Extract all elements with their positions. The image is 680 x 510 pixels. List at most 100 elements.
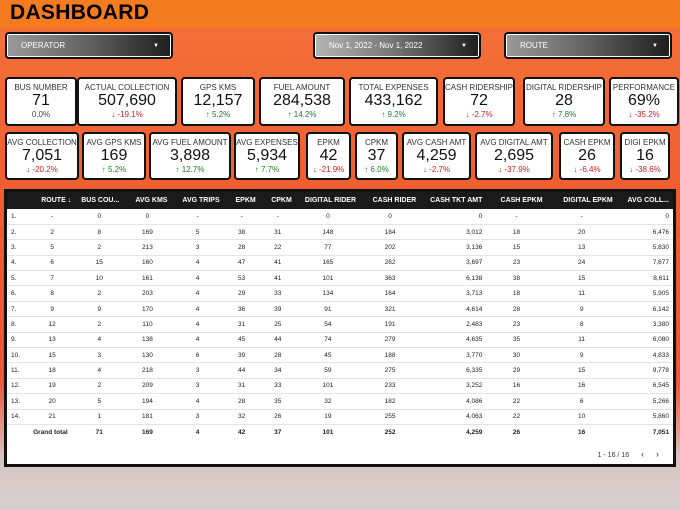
- table-cell: 18: [486, 224, 547, 241]
- table-cell: 5,266: [616, 393, 673, 410]
- operator-filter-label: OPERATOR: [21, 41, 66, 50]
- table-row: 2. 2 8 169 5 38 31 148 184 3,012 18 20 6,476: [7, 224, 673, 241]
- arrow-down-icon: ↓: [498, 165, 505, 174]
- column-header: [7, 192, 30, 209]
- kpi-change-value: -2.7%: [429, 165, 451, 174]
- next-page-icon[interactable]: ›: [656, 449, 659, 459]
- table-cell: 2: [75, 239, 124, 256]
- kpi-change-value: -20.2%: [32, 165, 58, 174]
- table-cell: 110: [123, 316, 172, 333]
- table-cell: 22: [486, 409, 547, 425]
- table-cell: 4: [171, 332, 224, 349]
- table-cell: 11: [546, 285, 617, 302]
- table-row: 11. 18 4 218 3 44 34 59 275 6,335 29 15 9,778: [7, 362, 673, 379]
- table-row: 3. 5 2 213 3 28 22 77 202 3,136 15 13 5,830: [7, 239, 673, 256]
- route-filter[interactable]: ROUTE ▼: [504, 32, 672, 59]
- table-cell: 45: [223, 332, 260, 349]
- pagination: 1 - 16 / 16 ‹ ›: [598, 449, 659, 459]
- table-cell: -: [546, 209, 617, 225]
- table-row: 13. 20 5 194 4 28 35 32 182 4,086 22 6 5,266: [7, 393, 673, 410]
- table-cell: 7,051: [652, 428, 669, 436]
- table-cell: 20: [546, 224, 617, 241]
- arrow-up-icon: ↑: [364, 165, 371, 174]
- kpi-label: CASH RIDERSHIP: [445, 83, 514, 92]
- table-cell: 15: [29, 347, 76, 364]
- table-cell: 160: [123, 255, 172, 272]
- table-cell: 0: [420, 209, 487, 225]
- kpi-label: BUS NUMBER: [14, 83, 68, 92]
- kpi-card: CASH RIDERSHIP 72 ↓ -2.7%: [443, 77, 515, 126]
- table-cell: 169: [141, 428, 153, 436]
- table-cell: 0: [360, 209, 421, 225]
- kpi-label: CPKM: [364, 138, 389, 147]
- table-cell: 12.: [7, 378, 30, 395]
- operator-filter[interactable]: OPERATOR ▼: [5, 32, 173, 59]
- table-cell: 8.: [7, 316, 30, 333]
- table-cell: -: [171, 209, 224, 225]
- table-cell: 29: [486, 362, 547, 379]
- table-cell: 3,770: [420, 347, 487, 364]
- kpi-change: ↓ -38.6%: [622, 165, 668, 174]
- kpi-change: ↑ 7.7%: [236, 165, 298, 174]
- kpi-value: 28: [555, 92, 573, 109]
- table-row: 14. 21 1 181 3 32 26 19 255 4,063 22 10 5,860: [7, 409, 673, 425]
- table-cell: 34: [259, 362, 296, 379]
- kpi-card: DIGI EPKM 16 ↓ -38.6%: [620, 132, 670, 180]
- chevron-down-icon: ▼: [153, 43, 159, 49]
- table-row: 7. 9 9 170 4 36 39 91 321 4,614 28 9 6,142: [7, 301, 673, 318]
- kpi-value: 72: [470, 92, 488, 109]
- kpi-card: GPS KMS 12,157 ↑ 5.2%: [181, 77, 255, 126]
- kpi-card: AVG GPS KMS 169 ↑ 5.2%: [82, 132, 146, 180]
- table-cell: 275: [360, 362, 421, 379]
- table-row: 9. 13 4 138 4 45 44 74 279 4,635 35 11 6,080: [7, 332, 673, 349]
- table-cell: 3: [171, 362, 224, 379]
- date-range-filter[interactable]: Nov 1, 2022 - Nov 1, 2022 ▼: [313, 32, 481, 59]
- kpi-change-value: 5.2%: [212, 110, 231, 119]
- table-cell: 3,713: [420, 285, 487, 302]
- kpi-card: PERFORMANCE 69% ↓ -35.2%: [609, 77, 679, 126]
- table-cell: 3.: [7, 239, 30, 256]
- table-cell: 4,259: [466, 428, 483, 436]
- arrow-down-icon: ↓: [111, 110, 118, 119]
- table-cell: 138: [123, 332, 172, 349]
- table-cell: 32: [223, 409, 260, 425]
- table-cell: 36: [223, 301, 260, 318]
- kpi-value: 42: [319, 147, 338, 164]
- kpi-change-value: -2.7%: [471, 110, 493, 119]
- kpi-value: 12,157: [193, 92, 243, 109]
- column-header: AVG KMS: [123, 192, 172, 209]
- table-cell: 28: [223, 393, 260, 410]
- table-cell: 4: [171, 393, 224, 410]
- chevron-down-icon: ▼: [652, 43, 658, 49]
- table-cell: 33: [259, 285, 296, 302]
- kpi-value: 16: [636, 147, 654, 164]
- kpi-change-value: -21.9%: [318, 165, 345, 174]
- grand-total-row: Grand total 71 169 4 42 37 101 252 4,259 26 16 7,05…: [7, 424, 673, 439]
- kpi-card: BUS NUMBER 71 0.0%: [5, 77, 77, 126]
- table-cell: 2: [75, 378, 124, 395]
- prev-page-icon[interactable]: ‹: [641, 449, 645, 459]
- table-cell: 213: [123, 239, 172, 256]
- kpi-label: ACTUAL COLLECTION: [84, 83, 170, 92]
- kpi-label: PERFORMANCE: [612, 83, 676, 92]
- kpi-change: ↑ 14.2%: [261, 110, 343, 119]
- column-header[interactable]: ROUTE ↓: [29, 192, 76, 209]
- table-cell: 10: [546, 409, 617, 425]
- kpi-change-value: 9.2%: [387, 110, 406, 119]
- table-cell: 1: [75, 409, 124, 425]
- kpi-change-value: 14.2%: [293, 110, 317, 119]
- kpi-change: ↑ 6.0%: [357, 165, 396, 174]
- kpi-label: TOTAL EXPENSES: [358, 83, 429, 92]
- table-cell: 4,833: [616, 347, 673, 364]
- table-cell: 6,476: [616, 224, 673, 241]
- kpi-label: DIGI EPKM: [624, 138, 666, 147]
- table-cell: 74: [295, 332, 360, 349]
- table-cell: 18: [29, 362, 76, 379]
- table-cell: 24: [546, 255, 617, 272]
- kpi-change: ↓ -19.1%: [79, 110, 175, 119]
- column-header: BUS COU...: [75, 192, 124, 209]
- table-body: 1. -0 0- - -0 0 0- -0 2. 2 8 169 5 38 31 148 184 3,012 18 2…: [7, 209, 673, 440]
- table-cell: 12: [29, 316, 76, 333]
- arrow-up-icon: ↑: [551, 110, 558, 119]
- table-cell: 9: [75, 301, 124, 318]
